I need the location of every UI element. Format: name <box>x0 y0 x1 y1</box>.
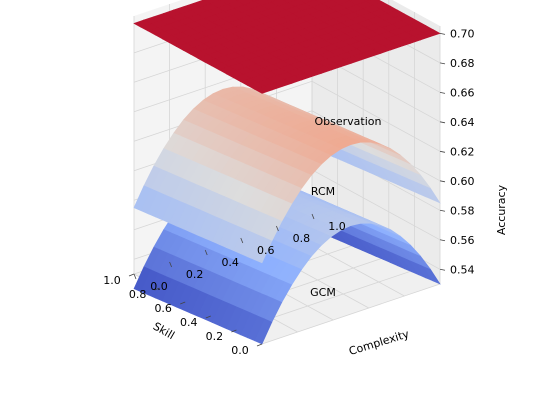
y-tick-mark <box>204 249 208 256</box>
y-tick-mark <box>240 237 244 244</box>
series-label-gcm: GCM <box>310 286 336 299</box>
z-tick-mark <box>439 121 446 124</box>
surface-cell <box>254 237 273 264</box>
series-label-rcm: RCM <box>311 185 335 198</box>
z-axis-label: Accuracy <box>495 184 508 235</box>
surface-cell <box>254 318 273 345</box>
y-tick-mark <box>311 213 315 220</box>
surface-cell <box>254 85 273 94</box>
y-tick-label: 1.0 <box>328 220 346 233</box>
z-tick-mark <box>439 268 446 271</box>
z-tick-label: 0.70 <box>450 27 475 40</box>
z-tick-mark <box>439 91 446 94</box>
z-tick-label: 0.56 <box>450 234 475 247</box>
y-tick-mark <box>169 261 172 268</box>
surface-observation <box>133 0 441 94</box>
y-tick-label: 0.8 <box>293 232 311 245</box>
x-tick-label: 0.8 <box>129 288 147 301</box>
y-tick-mark <box>133 273 137 280</box>
y-tick-label: 0.4 <box>221 256 239 269</box>
grid-line-skill <box>261 283 441 345</box>
z-tick-mark <box>439 209 446 212</box>
z-tick-mark <box>439 62 446 65</box>
z-tick-mark <box>439 32 446 35</box>
z-tick-label: 0.68 <box>450 57 475 70</box>
x-axis-label: Skill <box>151 320 177 343</box>
z-tick-mark <box>439 150 446 153</box>
y-tick-label: 0.2 <box>186 268 204 281</box>
x-tick-label: 0.6 <box>154 302 172 315</box>
x-tick-mark <box>154 287 160 291</box>
z-tick-label: 0.66 <box>450 86 475 99</box>
y-tick-label: 0.0 <box>150 280 168 293</box>
surfaces <box>133 0 441 345</box>
x-tick-label: 0.0 <box>231 344 249 357</box>
y-tick-label: 0.6 <box>257 244 275 257</box>
y-axis-label: Complexity <box>347 327 411 358</box>
z-tick-label: 0.54 <box>450 263 475 276</box>
axis-ticks: 0.0 0.2 0.4 0.6 0.8 1.0 0.0 0.2 0.4 0.6 0.8 1.0 0.54… <box>103 27 474 357</box>
surface-rcm <box>133 86 441 264</box>
z-tick-mark <box>439 180 446 183</box>
x-tick-mark <box>205 315 211 319</box>
series-label-observation: Observation <box>315 115 382 128</box>
x-tick-label: 0.4 <box>180 316 198 329</box>
z-tick-label: 0.58 <box>450 204 475 217</box>
x-tick-label: 0.2 <box>206 330 224 343</box>
x-tick-mark <box>128 273 135 277</box>
z-tick-label: 0.60 <box>450 175 475 188</box>
x-tick-mark <box>256 343 263 347</box>
x-tick-label: 1.0 <box>103 274 121 287</box>
z-tick-mark <box>439 239 446 242</box>
x-tick-mark <box>231 329 237 333</box>
x-tick-mark <box>180 301 186 305</box>
z-tick-label: 0.64 <box>450 116 475 129</box>
y-tick-mark <box>276 225 279 232</box>
z-tick-label: 0.62 <box>450 145 475 158</box>
